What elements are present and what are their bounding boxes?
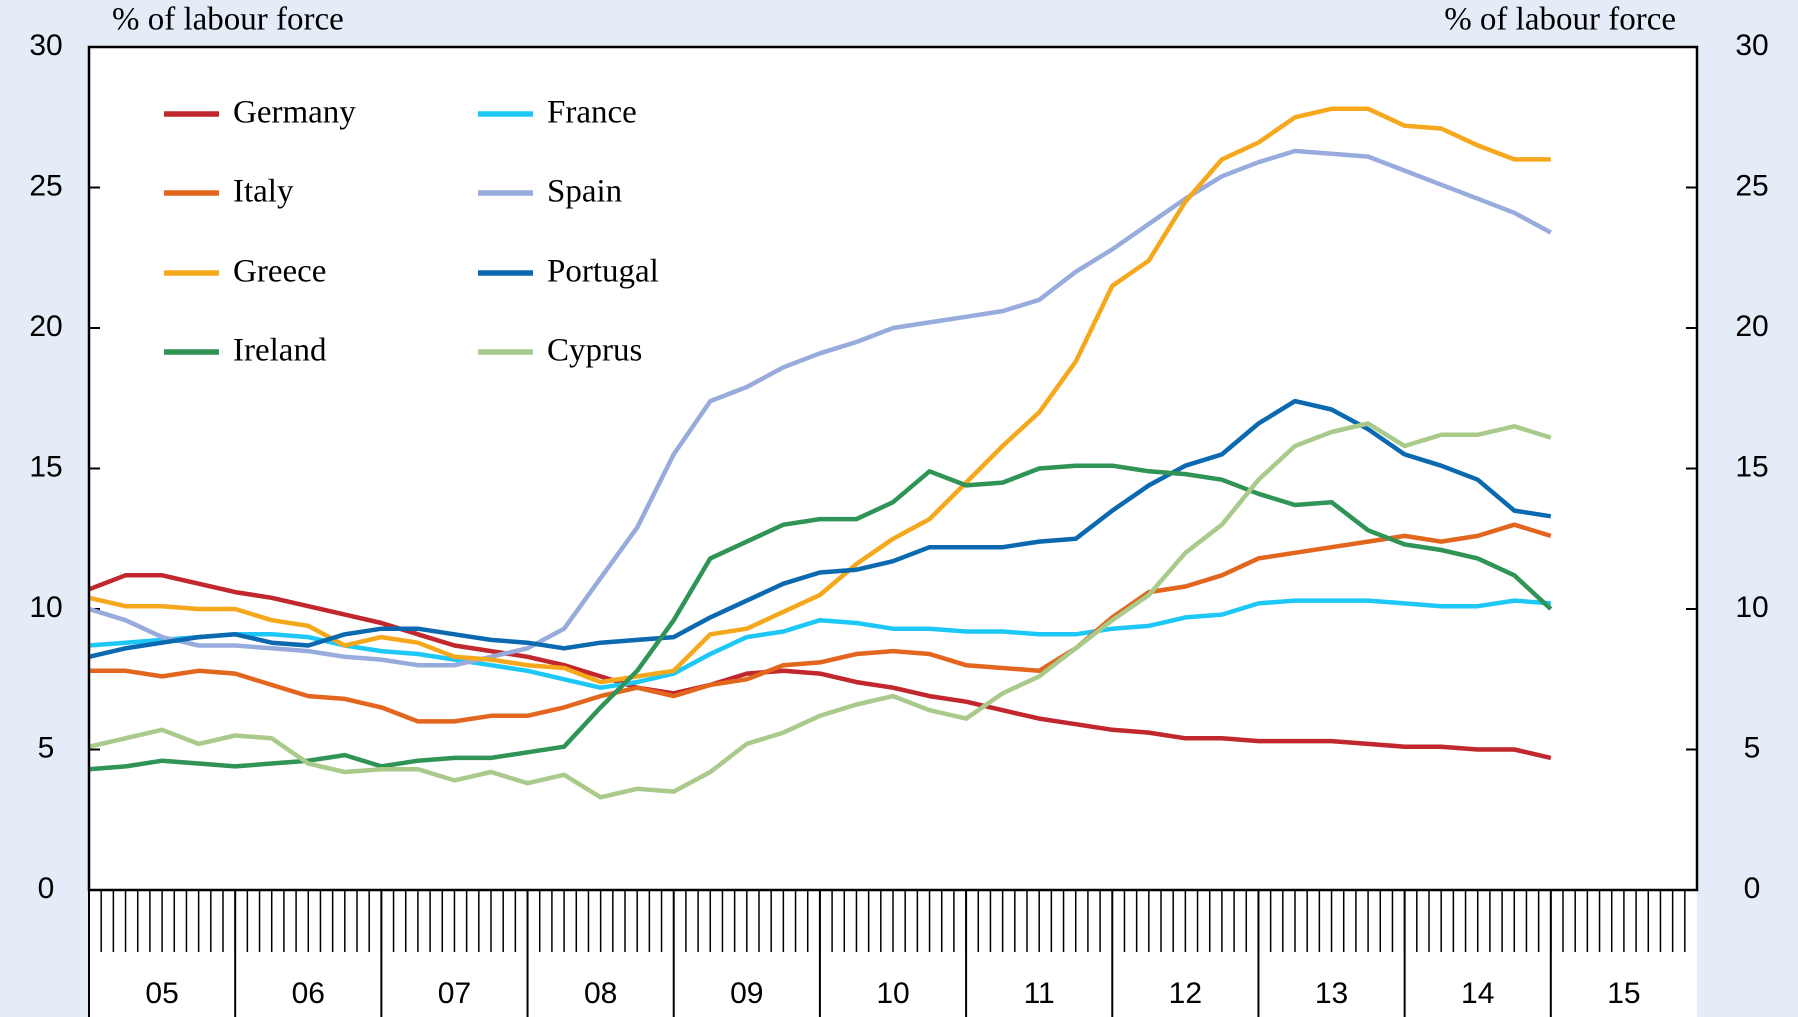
series-line	[88, 573, 1552, 761]
y2-tick-label: 20	[1735, 310, 1768, 343]
y-tick-label: 10	[29, 591, 62, 624]
x-tick-label: 08	[584, 977, 617, 1010]
y-tick-label: 0	[38, 872, 55, 905]
legend-label: Portugal	[547, 254, 659, 290]
x-tick-label: 06	[292, 977, 325, 1010]
y-tick-label: 5	[38, 731, 55, 764]
series-line	[88, 148, 1552, 668]
y-tick-label: 30	[29, 29, 62, 62]
y2-tick-label: 15	[1735, 450, 1768, 483]
series-line	[88, 598, 1551, 690]
series-line	[88, 398, 1552, 659]
x-tick-label: 13	[1315, 977, 1348, 1010]
legend-label: Spain	[547, 174, 622, 210]
x-tick-label: 07	[438, 977, 471, 1010]
y2-tick-label: 5	[1744, 731, 1761, 764]
x-tick-label: 09	[730, 977, 763, 1010]
y2-tick-label: 10	[1735, 591, 1768, 624]
legend-label: Germany	[233, 95, 356, 131]
y2-tick-label: 0	[1744, 872, 1761, 905]
x-tick-label: 15	[1607, 977, 1640, 1010]
x-tick-label: 11	[1024, 977, 1055, 1010]
series-line	[88, 463, 1553, 772]
series-line	[89, 522, 1552, 724]
plot-frame	[87, 45, 1699, 892]
y-tick-label: 20	[29, 310, 62, 343]
plot-area	[89, 47, 1697, 890]
x-tick-label: 12	[1169, 977, 1202, 1010]
series-line	[88, 421, 1552, 800]
y-tick-label: 25	[29, 169, 62, 202]
y2-tick-label: 25	[1735, 169, 1768, 202]
legend-label: France	[547, 95, 637, 131]
legend-label: Italy	[233, 174, 294, 210]
x-tick-label: 05	[145, 977, 178, 1010]
legend-label: Greece	[233, 254, 326, 290]
y-axis-label: % of labour force	[112, 2, 344, 38]
y-tick-label: 15	[29, 450, 62, 483]
y2-axis-label: % of labour force	[1444, 2, 1676, 38]
y2-tick-label: 30	[1735, 29, 1768, 62]
legend-label: Ireland	[233, 333, 327, 369]
legend-label: Cyprus	[547, 333, 642, 369]
x-tick-label: 14	[1461, 977, 1494, 1010]
x-tick-label: 10	[876, 977, 909, 1010]
